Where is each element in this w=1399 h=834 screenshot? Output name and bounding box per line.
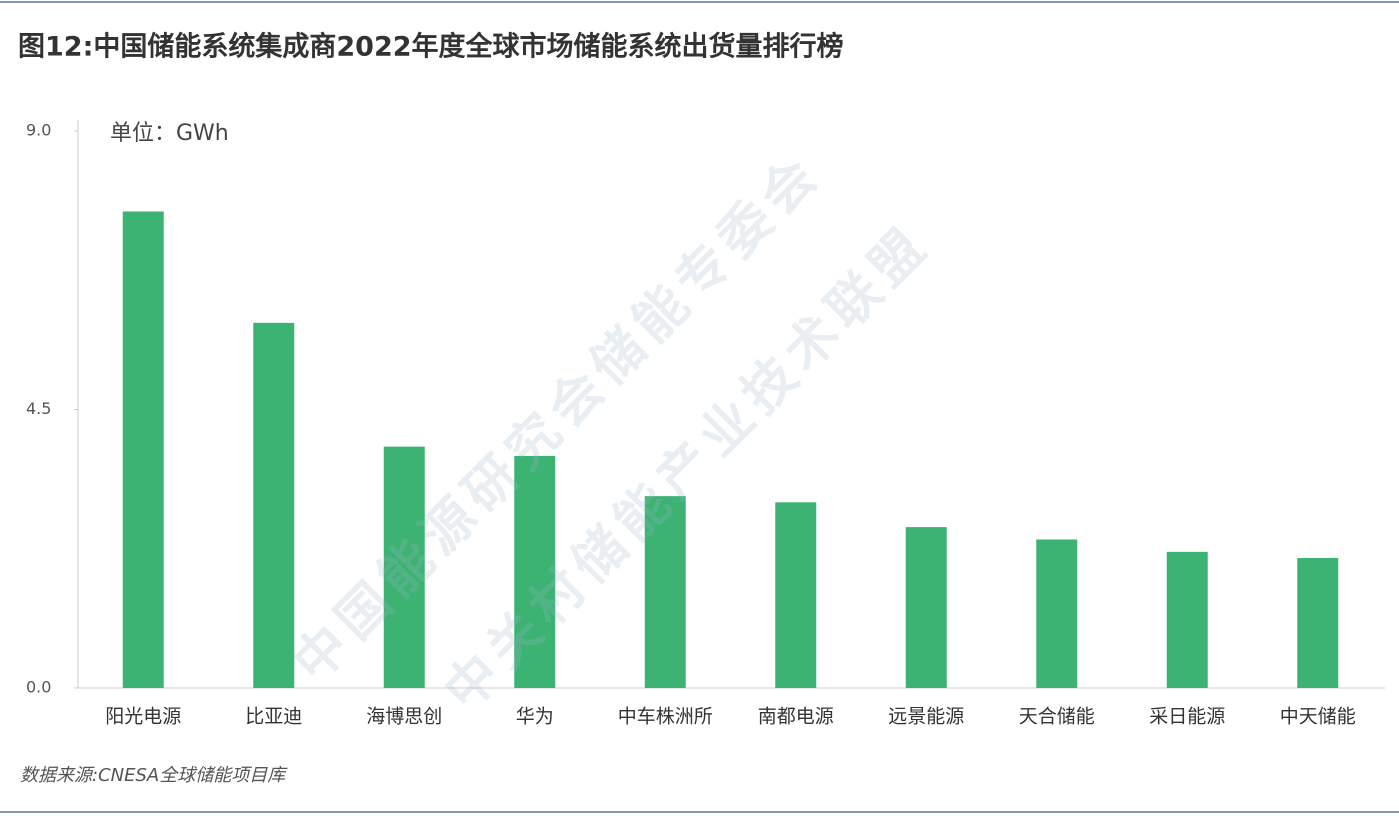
x-tick-label: 阳光电源 <box>105 706 181 728</box>
y-tick-label: 9.0 <box>26 121 51 140</box>
source-note: 数据来源:CNESA全球储能项目库 <box>20 765 288 786</box>
bar <box>514 455 556 688</box>
bar <box>775 502 817 688</box>
x-tick-label: 比亚迪 <box>245 706 302 728</box>
x-tick-label: 中天储能 <box>1280 706 1356 728</box>
y-tick-label: 0.0 <box>26 678 51 697</box>
unit-label: 单位：GWh <box>110 121 229 146</box>
x-tick-label: 华为 <box>516 706 554 728</box>
x-tick-label: 南都电源 <box>758 706 834 728</box>
bar <box>1036 539 1078 688</box>
x-tick-label: 远景能源 <box>888 706 964 728</box>
bar <box>122 211 164 688</box>
bar <box>644 496 686 688</box>
bar <box>1166 551 1208 688</box>
bar <box>383 446 425 688</box>
bar <box>253 322 295 688</box>
x-tick-label: 采日能源 <box>1149 706 1225 728</box>
chart-title: 图12:中国储能系统集成商2022年度全球市场储能系统出货量排行榜 <box>18 31 844 63</box>
x-tick-label: 天合储能 <box>1019 706 1095 728</box>
bar <box>905 527 947 688</box>
y-tick-label: 4.5 <box>26 399 51 418</box>
x-tick-label: 中车株洲所 <box>618 706 713 728</box>
x-tick-label: 海博思创 <box>366 706 442 728</box>
bar <box>1297 558 1339 688</box>
